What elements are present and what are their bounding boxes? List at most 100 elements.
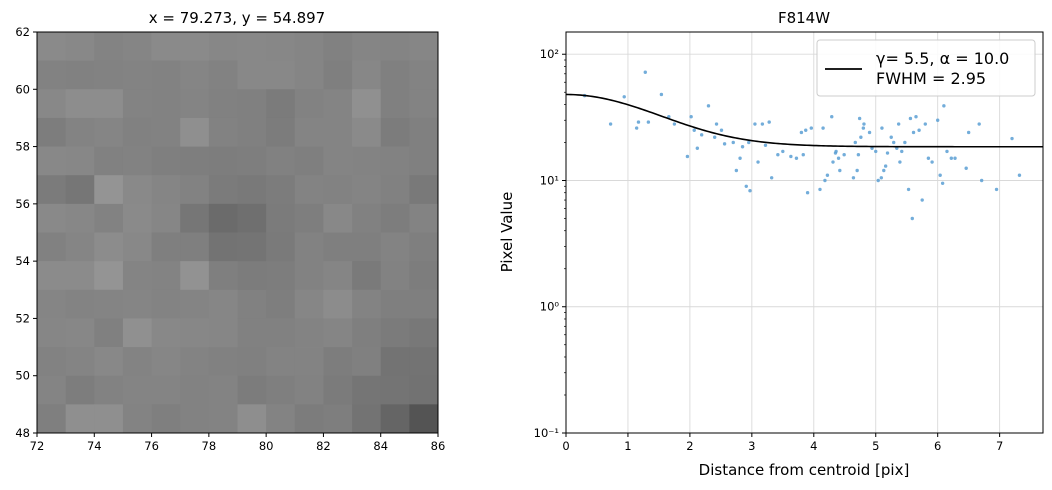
heatmap-cell [237,232,267,262]
heatmap-cell [94,289,124,319]
heatmap-cell [208,32,238,62]
data-point [738,156,742,160]
data-point [760,122,765,126]
legend-box [816,39,1036,97]
heatmap-cell [94,89,124,119]
heatmap-cell [380,318,410,348]
data-point [874,149,878,154]
data-point [769,176,774,180]
profile-panel: F814W 0 1 2 3 4 5 6 7 10⁻¹ 10⁰ 10¹ 10² Distance fr… [498,9,1044,479]
heatmap-cell [352,60,382,90]
data-point [685,154,690,159]
data-point [842,153,846,157]
data-point [883,164,888,168]
heatmap-cell [266,261,296,291]
heatmap-cell [180,60,210,90]
heatmap-cell [323,318,353,348]
heatmap-cell [94,232,124,262]
data-point [851,176,856,180]
heatmap-cell [151,32,181,62]
heatmap-cell [323,289,353,319]
heatmap-cell [208,318,238,348]
data-point [634,126,639,130]
heatmap-cell [151,261,181,291]
profile-y-ticks: 10⁻¹ 10⁰ 10¹ 10² [534,47,566,440]
heatmap-cell [65,60,95,90]
heatmap-cell [180,232,210,262]
heatmap-cell [409,117,439,147]
heatmap-cell [37,175,67,205]
data-point [734,168,739,173]
heatmap-cell [94,404,124,434]
heatmap-cell [122,404,152,434]
y-tick-label: 58 [15,140,30,154]
heatmap-cell [380,347,410,377]
data-point [699,133,704,137]
data-point [857,116,862,121]
heatmap-cell [409,375,439,405]
heatmap-cell [151,117,181,147]
heatmap-cell [294,232,324,262]
profile-x-ticks: 0 1 2 3 4 5 6 7 [562,433,1003,453]
heatmap-cell [380,289,410,319]
data-point [776,153,780,157]
heatmap-cell [323,146,353,176]
heatmap-cell [380,175,410,205]
data-point [880,126,884,130]
data-point [911,130,916,135]
heatmap-cell [122,375,152,405]
heatmap-cell [94,261,124,291]
data-point [706,104,711,108]
heatmap-cell [380,203,410,233]
profile-frame [565,31,1044,434]
data-point [643,70,647,74]
heatmap-cell [266,32,296,62]
profile-y-label: Pixel Value [498,192,516,273]
heatmap-cell [65,347,95,377]
heatmap-cell [151,89,181,119]
heatmap-cell [380,232,410,262]
heatmap-cell [122,146,152,176]
heatmap-cell [65,203,95,233]
data-point [722,142,727,146]
data-point [908,116,913,121]
data-point [731,140,735,145]
data-point [910,216,914,221]
heatmap-cell [122,175,152,205]
heatmap-cell [409,318,439,348]
heatmap-cell [237,289,267,319]
heatmap-cell [323,375,353,405]
data-point [949,156,954,160]
x-tick-label: 78 [202,439,217,453]
heatmap-cell [208,375,238,405]
data-point [903,140,907,145]
heatmap-cell [294,318,324,348]
data-point [1010,136,1014,141]
heatmap-cell [266,89,296,119]
heatmap-cell [352,117,382,147]
x-tick-label: 72 [30,439,45,453]
data-point [942,104,946,108]
heatmap-cell [294,89,324,119]
heatmap-cell [208,232,238,262]
data-point [748,189,752,193]
heatmap-cell [323,203,353,233]
data-point [799,130,804,135]
heatmap-cell [409,175,439,205]
heatmap-cell [180,32,210,62]
heatmap-cell [237,60,267,90]
heatmap-cell [122,289,152,319]
data-point [855,168,859,173]
data-point [935,118,940,122]
heatmap-cell [208,60,238,90]
y-tick-label: 54 [15,254,30,268]
y-tick-label: 10¹ [540,173,559,187]
heatmap-cell [94,347,124,377]
heatmap-cell [180,146,210,176]
heatmap-cell [94,318,124,348]
heatmap-cell [266,60,296,90]
heatmap-cell [352,89,382,119]
heatmap-cell [151,60,181,90]
heatmap-cell [352,203,382,233]
heatmap-cell [409,60,439,90]
